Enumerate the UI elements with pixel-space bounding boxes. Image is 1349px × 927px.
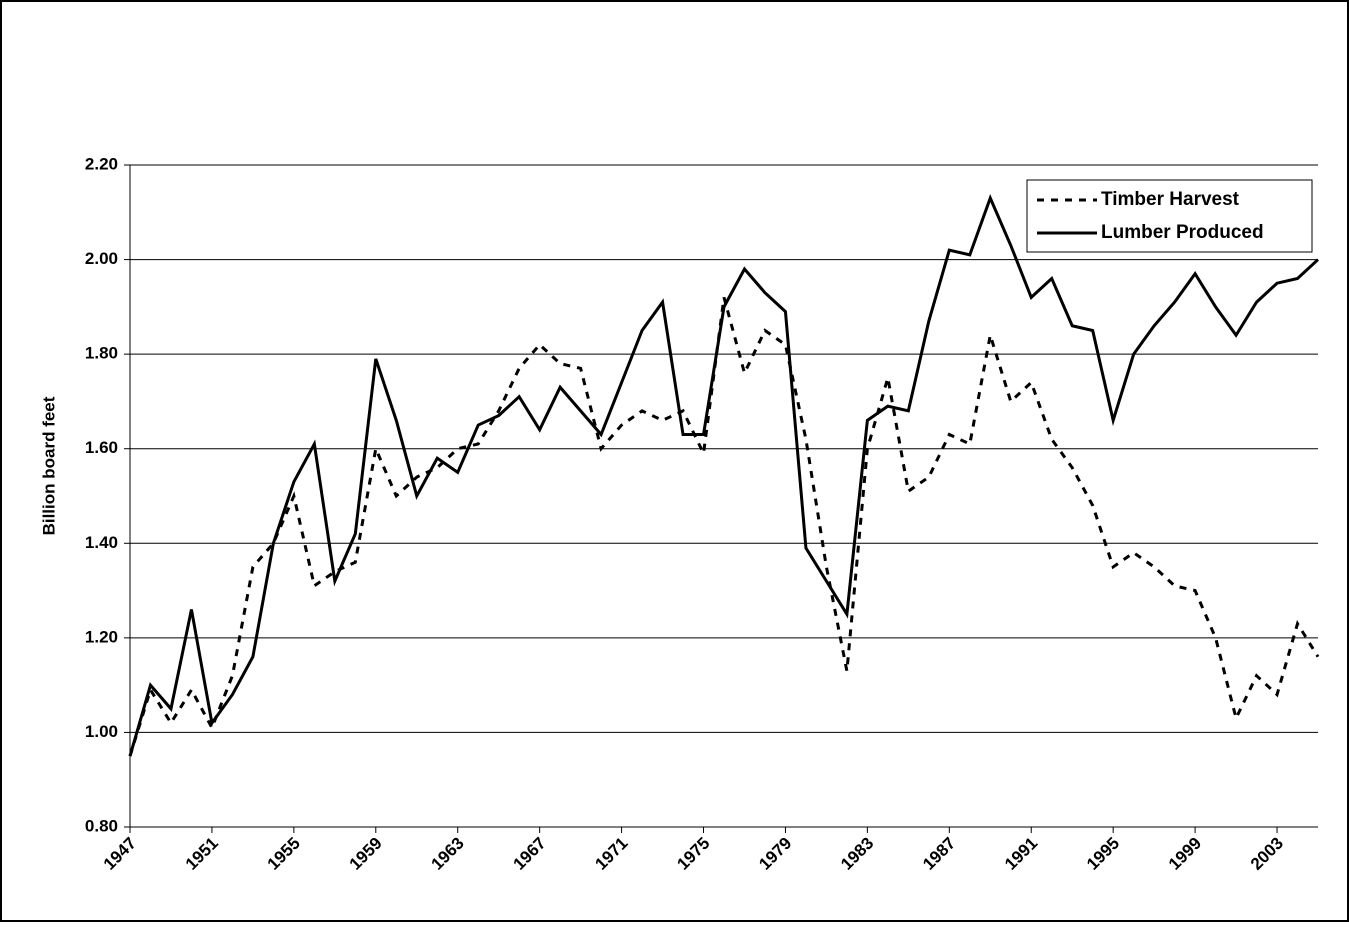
series-line xyxy=(128,194,1320,757)
y-tick-label: 1.80 xyxy=(85,344,118,363)
y-tick-label: 2.00 xyxy=(85,249,118,268)
y-tick-label: 1.40 xyxy=(85,533,118,552)
legend-label: Timber Harvest xyxy=(1101,189,1240,210)
legend-label: Lumber Produced xyxy=(1101,222,1264,243)
y-tick-label: 1.00 xyxy=(85,722,118,741)
y-tick-label: 0.80 xyxy=(85,816,118,835)
y-tick-label: 2.20 xyxy=(85,154,118,173)
y-tick-label: 1.20 xyxy=(85,627,118,646)
series-line xyxy=(128,297,1320,757)
y-axis-label: Billion board feet xyxy=(39,396,58,535)
y-tick-label: 1.60 xyxy=(85,438,118,457)
legend-box xyxy=(1026,179,1313,253)
